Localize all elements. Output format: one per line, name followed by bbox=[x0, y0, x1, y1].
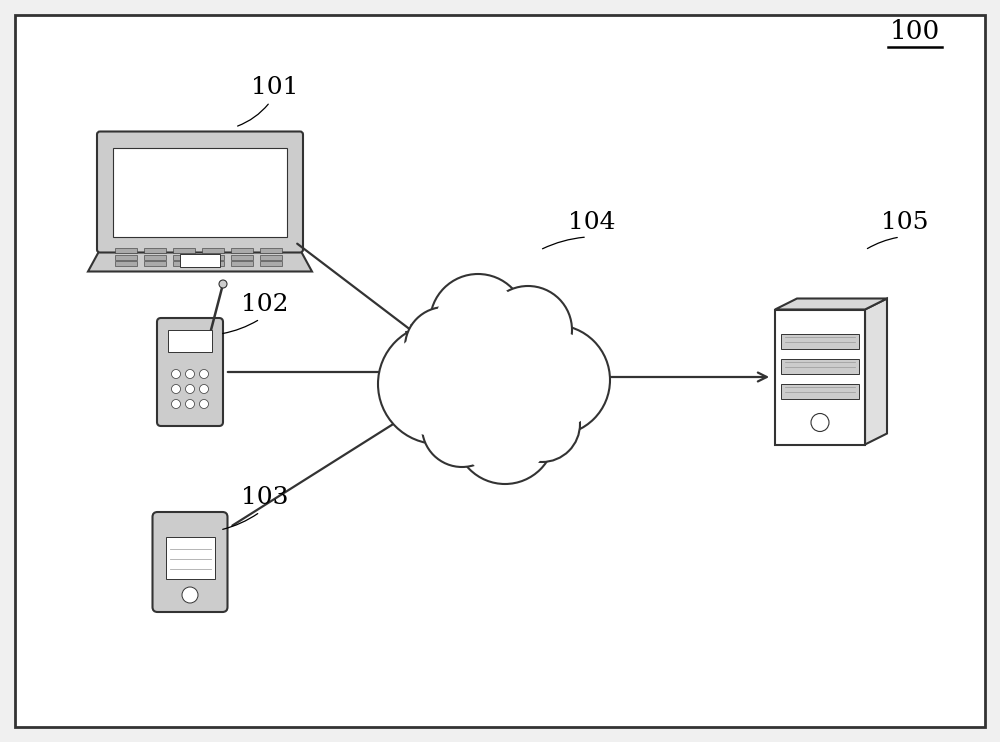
Circle shape bbox=[410, 312, 480, 382]
Circle shape bbox=[378, 324, 498, 444]
Circle shape bbox=[425, 292, 575, 442]
Text: 101: 101 bbox=[251, 76, 299, 99]
Circle shape bbox=[186, 384, 195, 393]
Bar bbox=[202, 255, 224, 260]
FancyBboxPatch shape bbox=[157, 318, 223, 426]
Circle shape bbox=[200, 384, 209, 393]
Polygon shape bbox=[775, 298, 887, 309]
Polygon shape bbox=[88, 249, 312, 272]
Circle shape bbox=[430, 274, 526, 370]
Circle shape bbox=[427, 392, 497, 462]
Text: 105: 105 bbox=[881, 211, 929, 234]
Circle shape bbox=[405, 307, 485, 387]
Circle shape bbox=[811, 413, 829, 432]
FancyBboxPatch shape bbox=[153, 512, 228, 612]
Circle shape bbox=[172, 399, 181, 409]
Circle shape bbox=[509, 390, 575, 457]
Bar bbox=[260, 261, 282, 266]
Bar bbox=[173, 261, 195, 266]
Bar bbox=[144, 248, 166, 253]
Circle shape bbox=[405, 307, 485, 387]
Circle shape bbox=[489, 292, 567, 369]
Circle shape bbox=[504, 386, 580, 462]
Bar bbox=[115, 261, 137, 266]
Polygon shape bbox=[865, 298, 887, 444]
Text: 103: 103 bbox=[241, 485, 289, 508]
Bar bbox=[781, 333, 859, 349]
Circle shape bbox=[484, 286, 572, 374]
Bar bbox=[115, 248, 137, 253]
Bar bbox=[144, 255, 166, 260]
Circle shape bbox=[172, 370, 181, 378]
Circle shape bbox=[436, 280, 520, 364]
FancyBboxPatch shape bbox=[97, 131, 303, 252]
Bar bbox=[231, 261, 253, 266]
Circle shape bbox=[455, 384, 555, 484]
Text: 102: 102 bbox=[241, 292, 289, 315]
Circle shape bbox=[422, 387, 502, 467]
Circle shape bbox=[200, 370, 209, 378]
Bar bbox=[115, 255, 137, 260]
Circle shape bbox=[186, 370, 195, 378]
Bar bbox=[781, 358, 859, 373]
Circle shape bbox=[422, 387, 502, 467]
Circle shape bbox=[219, 280, 227, 288]
Circle shape bbox=[434, 301, 566, 433]
Bar bbox=[775, 309, 865, 444]
Bar bbox=[231, 248, 253, 253]
Circle shape bbox=[378, 324, 498, 444]
Bar bbox=[173, 248, 195, 253]
Bar bbox=[781, 384, 859, 398]
Bar bbox=[113, 148, 287, 237]
Bar bbox=[168, 330, 212, 352]
Text: 100: 100 bbox=[890, 19, 940, 44]
Bar bbox=[180, 254, 220, 267]
Circle shape bbox=[385, 331, 491, 437]
Circle shape bbox=[430, 274, 526, 370]
Circle shape bbox=[500, 325, 610, 435]
Circle shape bbox=[172, 384, 181, 393]
Circle shape bbox=[504, 386, 580, 462]
Circle shape bbox=[186, 399, 195, 409]
Circle shape bbox=[425, 292, 575, 442]
Circle shape bbox=[500, 325, 610, 435]
Bar bbox=[260, 248, 282, 253]
Bar bbox=[231, 255, 253, 260]
Bar bbox=[202, 261, 224, 266]
Bar bbox=[166, 536, 215, 579]
Bar bbox=[144, 261, 166, 266]
Circle shape bbox=[484, 286, 572, 374]
Circle shape bbox=[200, 399, 209, 409]
Bar bbox=[202, 248, 224, 253]
Circle shape bbox=[455, 384, 555, 484]
Bar bbox=[173, 255, 195, 260]
Circle shape bbox=[461, 390, 549, 478]
Text: 104: 104 bbox=[568, 211, 616, 234]
Circle shape bbox=[507, 332, 603, 428]
Circle shape bbox=[182, 587, 198, 603]
Bar bbox=[260, 255, 282, 260]
